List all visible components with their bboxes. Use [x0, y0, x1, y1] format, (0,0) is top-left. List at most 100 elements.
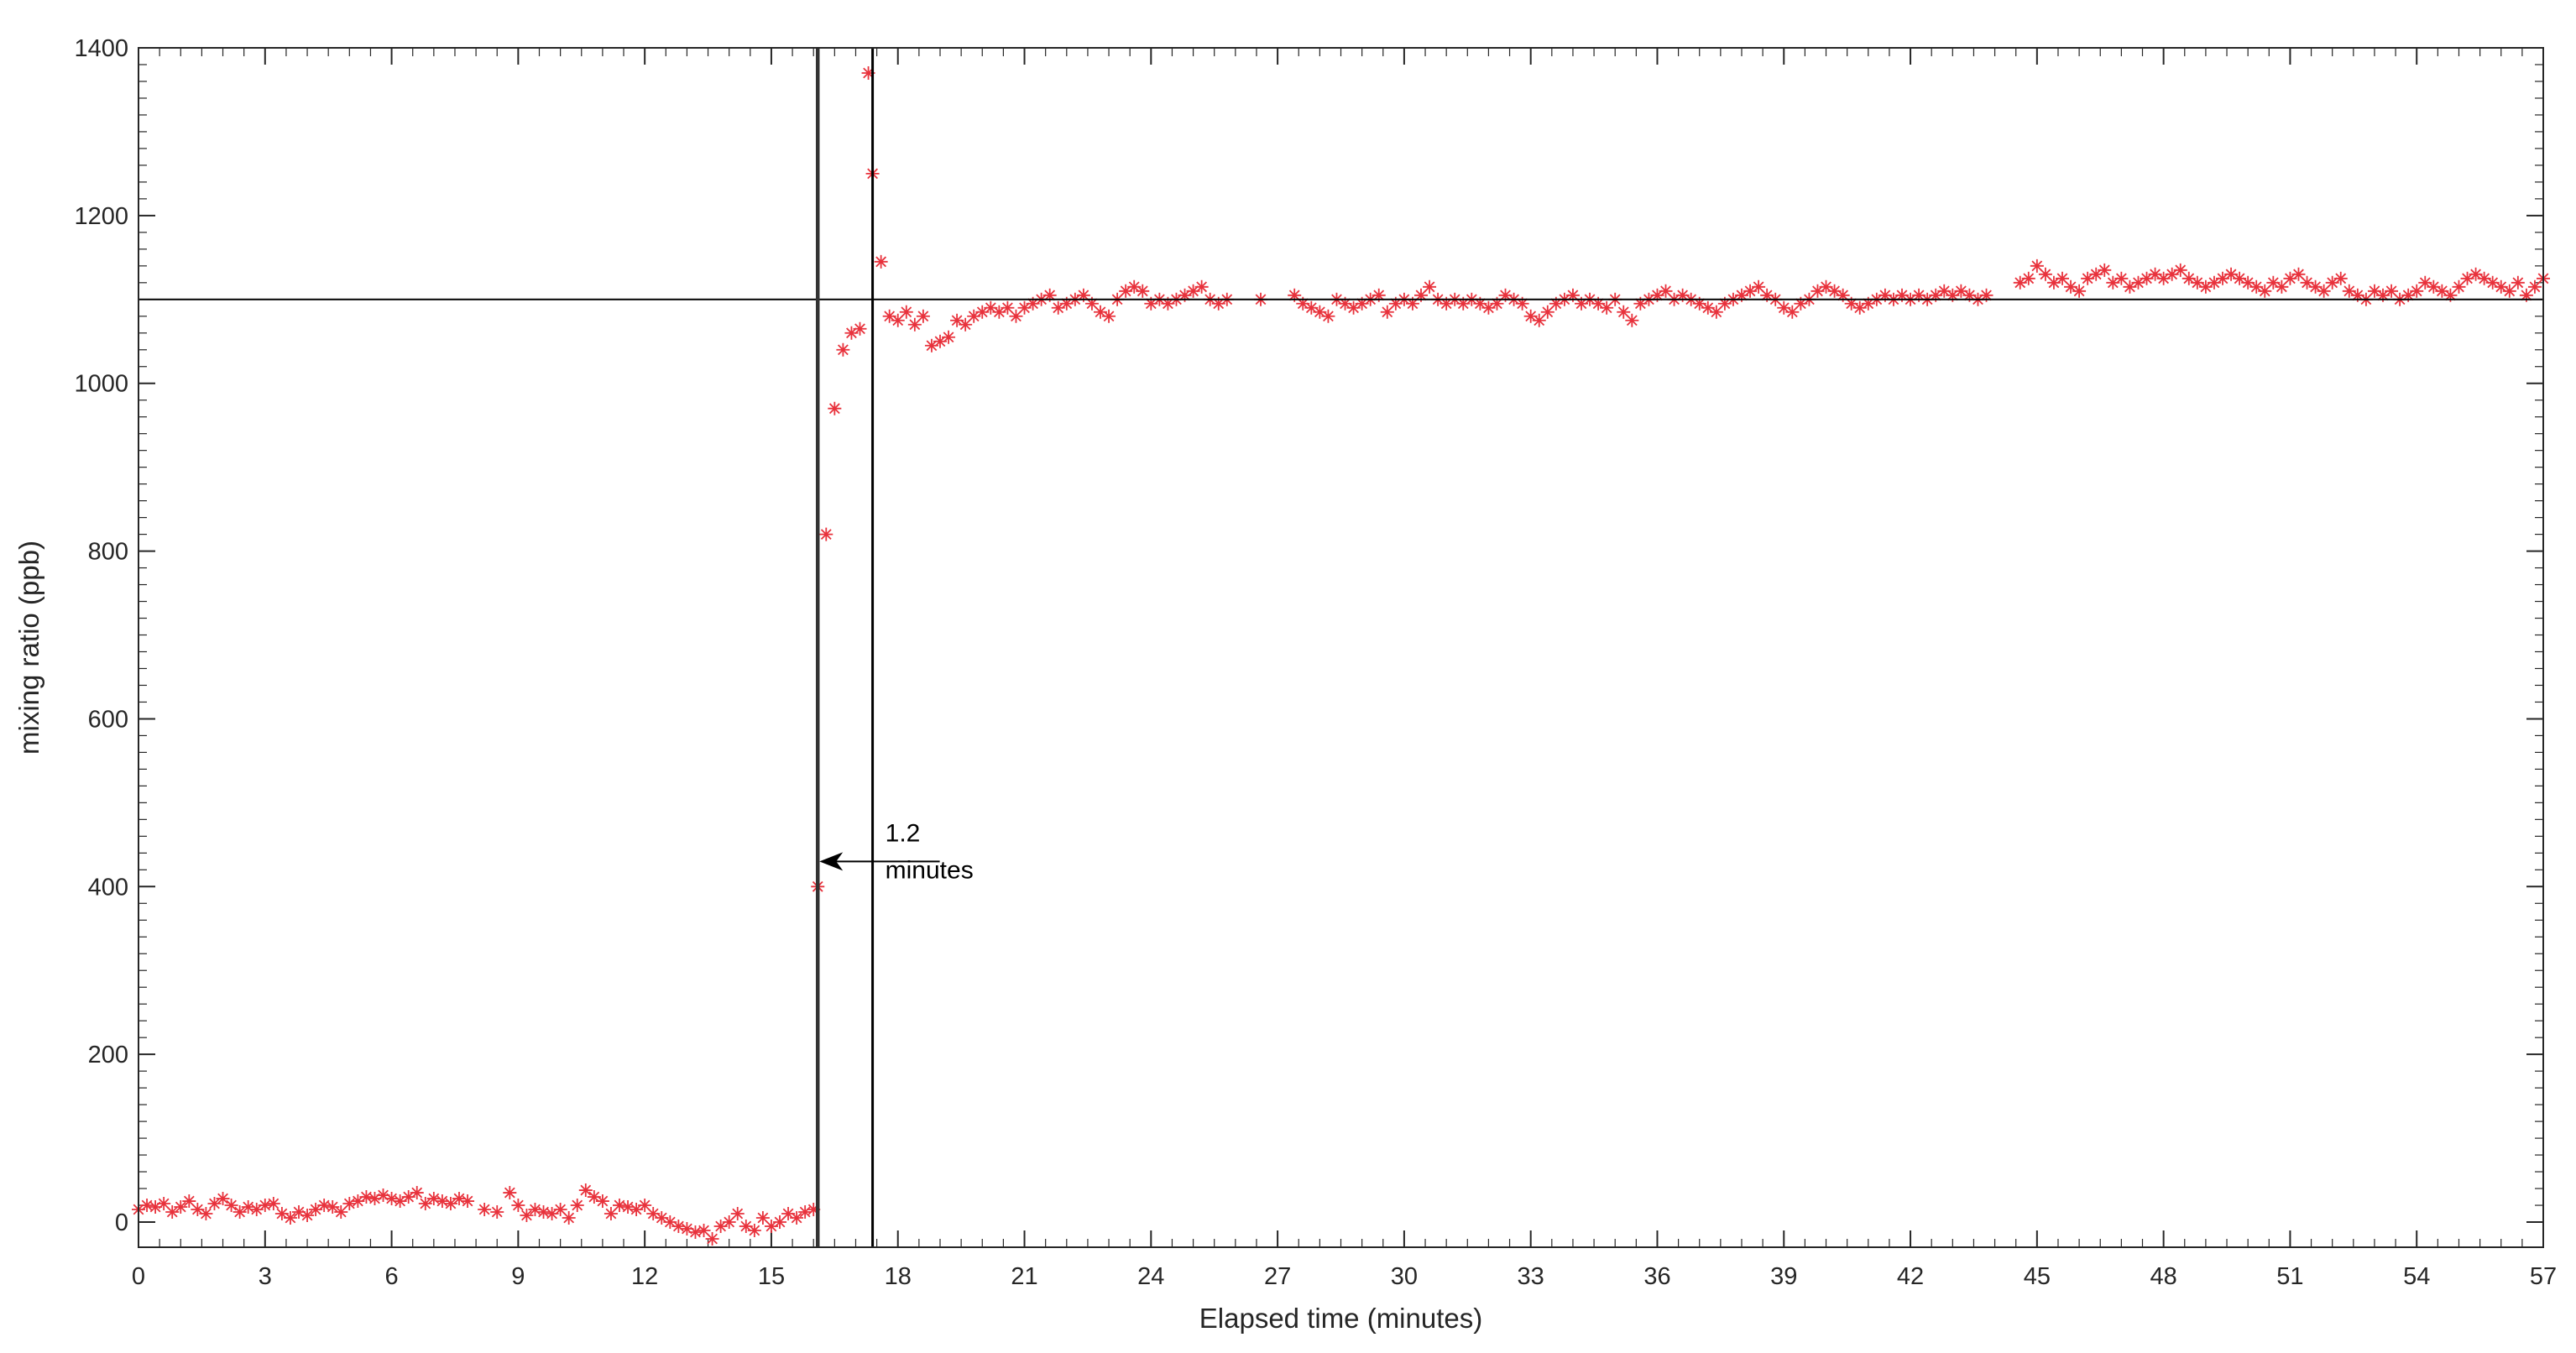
- data-point: [2418, 275, 2432, 290]
- annotation-arrow-head: [819, 852, 844, 871]
- data-point: [899, 305, 913, 319]
- data-point: [697, 1224, 711, 1238]
- data-point: [368, 1192, 382, 1206]
- data-point: [384, 1192, 399, 1206]
- data-point: [798, 1205, 813, 1220]
- data-point: [1979, 288, 1993, 302]
- data-point: [975, 305, 990, 319]
- data-point: [1954, 284, 1968, 298]
- data-point: [950, 313, 964, 327]
- data-point: [1456, 296, 1471, 311]
- data-point: [587, 1190, 601, 1204]
- data-point: [1811, 284, 1825, 298]
- data-point: [545, 1207, 559, 1221]
- data-point: [2469, 267, 2483, 281]
- data-point: [478, 1203, 492, 1217]
- data-point: [2030, 259, 2044, 273]
- data-point: [578, 1183, 593, 1198]
- data-point: [174, 1200, 188, 1215]
- data-point: [1760, 288, 1774, 302]
- data-point: [1211, 296, 1225, 311]
- major-ticks: [138, 47, 2544, 1247]
- data-point: [2182, 271, 2196, 285]
- x-axis-label: Elapsed time (minutes): [1199, 1303, 1482, 1334]
- data-point: [663, 1215, 677, 1230]
- data-point: [2275, 279, 2289, 294]
- data-point: [2385, 284, 2399, 298]
- data-point: [1878, 288, 1892, 302]
- data-point: [1440, 296, 1454, 311]
- data-point: [1532, 313, 1546, 327]
- data-point: [959, 317, 973, 332]
- data-point: [1929, 288, 1943, 302]
- y-axis-label: mixing ratio (ppb): [13, 541, 44, 755]
- data-point: [713, 1220, 728, 1234]
- data-point: [1321, 309, 1335, 323]
- data-point: [1136, 284, 1150, 298]
- data-point: [1094, 305, 1107, 319]
- data-point: [2325, 275, 2339, 290]
- data-point: [1161, 296, 1175, 311]
- data-point: [2427, 279, 2441, 294]
- data-point: [1051, 300, 1065, 315]
- data-point: [1827, 284, 1842, 298]
- data-point: [844, 326, 859, 340]
- data-point: [688, 1225, 703, 1240]
- x-tick-label: 39: [1770, 1263, 1797, 1290]
- data-point: [705, 1232, 719, 1246]
- data-point: [2098, 263, 2112, 277]
- data-point: [630, 1203, 644, 1217]
- data-point: [258, 1199, 272, 1213]
- annotation: 1.2 minutes: [819, 819, 974, 884]
- data-point: [1084, 296, 1099, 311]
- data-point: [861, 65, 875, 80]
- data-point: [730, 1207, 745, 1221]
- data-point: [739, 1220, 753, 1234]
- data-point: [342, 1197, 357, 1211]
- data-point: [149, 1200, 163, 1215]
- data-point: [1009, 309, 1023, 323]
- data-point: [249, 1203, 264, 1217]
- data-point: [1650, 288, 1664, 302]
- data-point: [418, 1197, 432, 1211]
- data-point: [2258, 284, 2272, 298]
- data-point: [2207, 275, 2221, 290]
- data-point: [216, 1192, 230, 1206]
- data-point: [536, 1205, 551, 1220]
- data-point: [410, 1186, 424, 1200]
- data-point: [1498, 288, 1513, 302]
- data-point: [1575, 296, 1588, 311]
- data-point: [916, 309, 930, 323]
- y-tick-label: 1400: [74, 35, 128, 62]
- data-point: [1380, 305, 1394, 319]
- data-point: [1625, 313, 1639, 327]
- x-tick-label: 54: [2403, 1263, 2430, 1290]
- data-point: [1001, 300, 1015, 315]
- data-point: [309, 1203, 323, 1217]
- data-point: [1405, 296, 1419, 311]
- data-point: [1540, 305, 1554, 319]
- x-tick-label: 51: [2276, 1263, 2303, 1290]
- data-point: [435, 1194, 449, 1209]
- data-point: [2106, 275, 2120, 290]
- x-tick-label: 9: [511, 1263, 525, 1290]
- data-point: [443, 1197, 457, 1211]
- data-point: [157, 1197, 171, 1211]
- data-point: [503, 1186, 517, 1200]
- x-tick-labels: 0 3 6 9 12 15 18 21 24 27 30 33 36 39 42 45 48 51 54 57: [132, 1263, 2557, 1290]
- data-point: [2333, 271, 2348, 285]
- data-point: [680, 1222, 694, 1236]
- data-point: [1481, 300, 1496, 315]
- data-point: [2013, 275, 2027, 290]
- data-point: [2367, 284, 2381, 298]
- data-point: [2064, 279, 2078, 294]
- data-point: [1735, 288, 1748, 302]
- data-point: [781, 1207, 796, 1221]
- data-point: [2511, 275, 2525, 290]
- data-point: [528, 1203, 542, 1217]
- x-tick-label: 36: [1643, 1263, 1670, 1290]
- data-point: [1785, 305, 1800, 319]
- data-point: [1102, 309, 1116, 323]
- y-tick-labels: 0 200 400 600 800 1000 1200 1400: [74, 35, 128, 1236]
